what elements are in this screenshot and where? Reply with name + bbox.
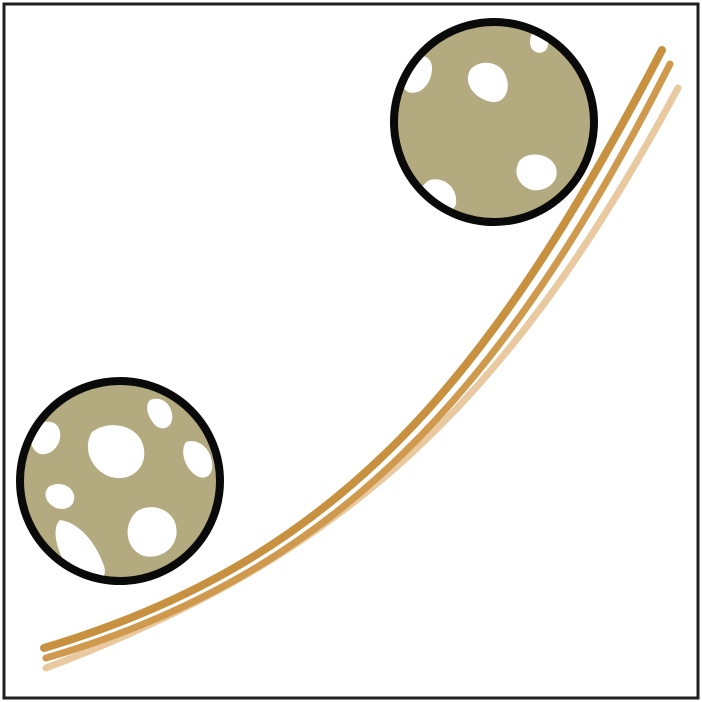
pore [127,507,177,557]
pore [183,441,213,478]
top-circle-outline [390,18,598,226]
curve-dark [40,46,666,652]
pore [147,398,173,429]
curve-group [40,46,682,672]
pore [45,483,75,509]
curve-medium [42,60,674,662]
pore [87,425,145,479]
bottom-circle-outline [16,377,224,585]
porous-sample-circle-icon [16,377,224,585]
pore [516,154,557,191]
pore [467,62,508,103]
porous-sample-circle-icon [390,18,598,226]
